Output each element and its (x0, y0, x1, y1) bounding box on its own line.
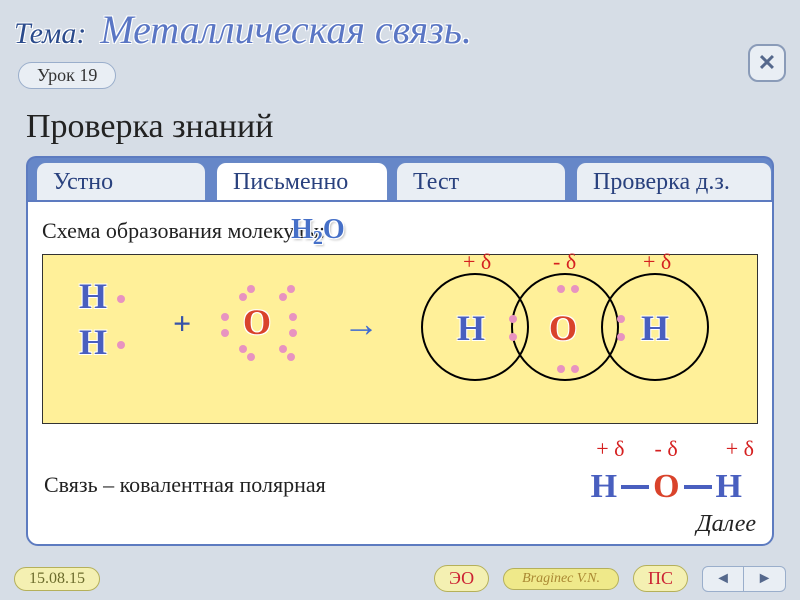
footer: 15.08.15 ЭО Braginec V.N. ПС ◄ ► (14, 565, 786, 592)
tab-3[interactable]: Проверка д.з. (576, 162, 772, 200)
tab-1[interactable]: Письменно (216, 162, 388, 200)
left-H2: H (79, 321, 107, 363)
arrow-left-icon: ◄ (715, 570, 731, 588)
charge-0: + δ (463, 249, 491, 275)
tema-title: Металлическая связь. (100, 6, 472, 53)
right-H2: H (641, 307, 669, 349)
next-button[interactable]: ► (744, 566, 786, 592)
schema-line: Схема образования молекулы: H2O (42, 214, 758, 246)
formula-H1: H (591, 468, 617, 506)
section-title: Проверка знаний (26, 108, 774, 146)
bond-line-1 (621, 485, 649, 489)
tema-label: Тема: (14, 17, 86, 51)
arrow-right-icon: ► (757, 570, 773, 588)
prev-button[interactable]: ◄ (702, 566, 744, 592)
charge-1: - δ (553, 249, 576, 275)
formula-O: O (653, 468, 679, 506)
lesson-pill: Урок 19 (18, 62, 116, 89)
tab-bar: Устно ПисьменноТест Проверка д.з. (26, 156, 774, 200)
charge-2: + δ (643, 249, 671, 275)
date-pill: 15.08.15 (14, 567, 100, 591)
close-icon: ✕ (758, 50, 776, 76)
formula2-charges: + δ - δ + δ (596, 436, 754, 462)
left-O: O (243, 301, 271, 343)
eo-button[interactable]: ЭО (434, 565, 489, 592)
left-H1: H (79, 275, 107, 317)
main: Проверка знаний Устно ПисьменноТест Провер… (26, 108, 774, 546)
bond-line-2 (684, 485, 712, 489)
h2o-inline: H2O (291, 214, 345, 246)
header: Тема: Металлическая связь. (14, 6, 472, 53)
bond-diagram: HH+O→HOH+ δ- δ+ δ (42, 254, 758, 424)
plus-sign: + (173, 305, 191, 342)
tab-2[interactable]: Тест (396, 162, 566, 200)
right-O: O (549, 307, 577, 349)
close-button[interactable]: ✕ (748, 44, 786, 82)
tab-0[interactable]: Устно (36, 162, 206, 200)
nav-arrows: ◄ ► (702, 566, 786, 592)
arrow-icon: → (343, 303, 379, 345)
right-H1: H (457, 307, 485, 349)
next-link[interactable]: Далее (696, 511, 756, 538)
schema-text: Схема образования молекулы: (42, 218, 325, 243)
structural-formula: H O H (591, 468, 742, 506)
bond-type-text: Связь – ковалентная полярная (44, 472, 326, 498)
content-panel: Схема образования молекулы: H2O HH+O→HOH… (26, 200, 774, 546)
formula-H2: H (716, 468, 742, 506)
ps-button[interactable]: ПС (633, 565, 688, 592)
signature-pill: Braginec V.N. (503, 568, 619, 590)
